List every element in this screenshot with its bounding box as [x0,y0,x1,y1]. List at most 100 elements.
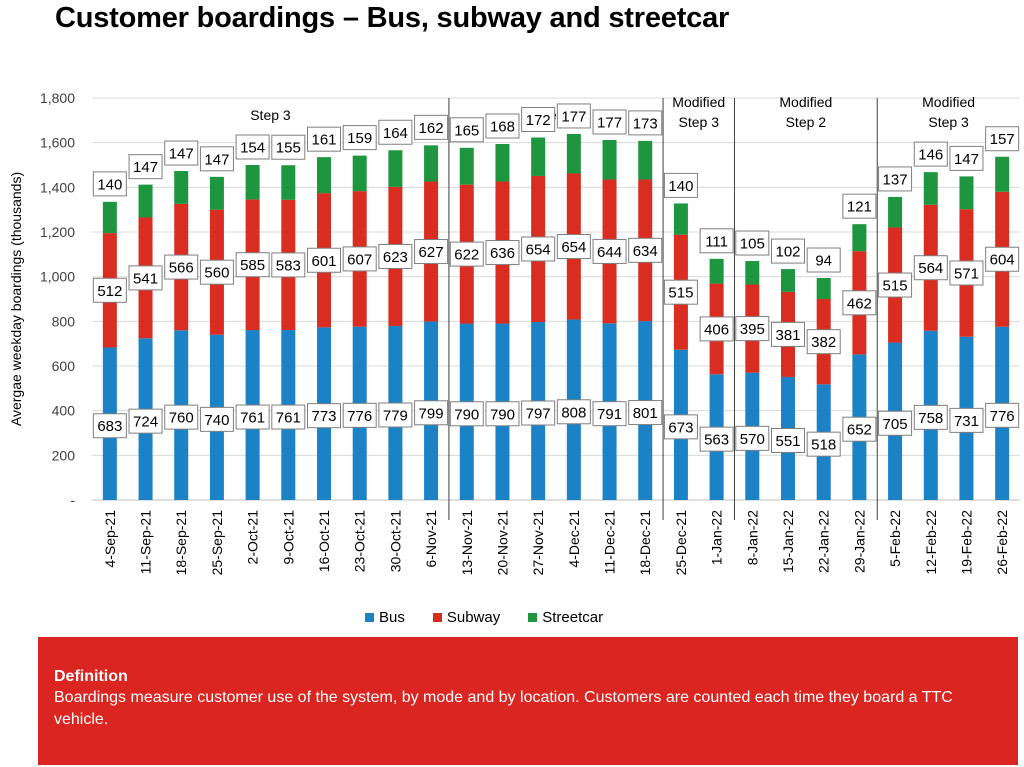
data-label-subway: 654 [526,241,551,258]
x-tick-label: 4-Sep-21 [102,510,118,568]
data-label-bus-box [378,402,413,428]
data-label-subway: 644 [597,244,622,261]
data-label-bus-box [485,401,520,427]
x-tick-label: 12-Feb-22 [923,510,939,575]
data-label-streetcar-box [842,193,877,219]
bar-streetcar [959,176,974,210]
bar-streetcar [245,165,260,200]
data-label-bus: 761 [240,410,265,427]
bar-streetcar [424,145,439,182]
data-label-subway: 585 [240,257,265,274]
data-label-bus: 683 [97,418,122,435]
x-tick-label: 4-Dec-21 [566,510,582,568]
x-tick-label: 18-Sep-21 [173,510,189,576]
data-label-streetcar-box [164,140,199,166]
data-label-bus: 790 [490,406,515,423]
x-tick-label: 26-Feb-22 [994,510,1010,575]
bar-streetcar [495,144,510,182]
data-label-streetcar-box [521,107,556,133]
phase-label: Step 3 [679,114,720,130]
y-tick-label: 1,400 [40,179,75,195]
data-label-subway-box [271,252,306,278]
boardings-chart: - 200 400 600 800 1,000 1,200 1,400 1,600 1,800 Av… [8,90,1020,576]
bar-streetcar [102,201,117,234]
data-label-bus: 808 [561,404,586,421]
bar-streetcar [638,140,653,180]
data-label-streetcar: 121 [847,199,872,216]
x-tick-label: 23-Oct-21 [352,510,368,572]
y-tick-label: 1,200 [40,224,75,240]
data-label-bus-box [592,401,627,427]
data-label-bus-box [771,427,805,453]
data-label-streetcar: 140 [668,178,693,195]
data-label-subway: 512 [97,283,122,300]
phase-label: Modified [672,94,725,110]
data-label-subway-box [307,247,341,273]
data-label-streetcar-box [235,134,270,160]
data-label-subway-box [449,241,484,267]
page-title: Customer boardings – Bus, subway and str… [55,2,730,34]
bar-streetcar [673,203,688,235]
data-label-streetcar: 137 [883,171,908,188]
bar-streetcar [781,269,795,292]
data-label-streetcar: 140 [97,176,122,193]
bar-streetcar [138,184,153,218]
data-label-streetcar-box [949,145,984,171]
legend-swatch-subway [432,613,442,622]
x-tick-label: 30-Oct-21 [387,510,403,572]
bar-streetcar [995,156,1010,192]
data-label-bus-box [128,408,163,434]
data-label-bus-box [806,431,841,457]
data-label-streetcar: 164 [383,125,408,142]
legend-swatch-bus [365,613,374,622]
data-label-subway: 627 [419,244,444,261]
data-label-bus-box [307,403,341,429]
data-label-streetcar-box [342,125,377,151]
bar-streetcar [745,261,760,285]
data-label-subway: 541 [133,270,158,287]
bar-streetcar [281,165,296,200]
data-label-streetcar-box [878,166,913,192]
x-tick-label: 27-Nov-21 [530,510,546,576]
data-label-subway-box [485,240,520,266]
x-tick-label: 13-Nov-21 [459,510,475,576]
data-label-subway-box [164,254,199,280]
data-label-subway: 636 [490,245,515,262]
data-label-bus: 673 [668,419,693,436]
data-label-subway-box [771,321,805,347]
data-label-bus: 731 [954,413,979,430]
data-label-streetcar-box [128,154,163,180]
data-label-subway-box [878,272,913,298]
data-label-bus-box [663,414,698,440]
data-label-subway: 566 [169,260,194,277]
y-tick-label: 400 [52,403,76,419]
data-label-bus-box [164,404,199,430]
x-tick-label: 20-Nov-21 [494,510,510,576]
data-label-subway: 515 [668,285,693,302]
data-label-bus: 570 [740,431,765,448]
data-label-subway-box [556,234,591,260]
legend-swatch-streetcar [528,613,538,622]
y-axis-label: Avergae weekday boardings (thousands) [8,172,24,426]
data-label-bus: 801 [633,405,658,422]
data-label-bus: 776 [990,408,1015,425]
bar-streetcar [709,258,724,284]
data-label-bus: 551 [775,433,800,450]
x-tick-label: 22-Jan-22 [816,510,832,573]
data-label-subway: 564 [918,260,943,277]
data-label-streetcar-box [449,117,484,143]
bar-streetcar [816,278,831,299]
data-label-streetcar-box [771,238,805,264]
data-label-subway-box [592,238,627,264]
data-label-bus-box [628,400,663,426]
data-label-streetcar-box [592,109,627,135]
y-tick-label: - [70,492,75,508]
data-label-streetcar: 177 [561,108,586,125]
data-label-bus: 563 [704,432,729,449]
data-label-streetcar-box [271,134,306,160]
data-label-subway-box [842,290,877,316]
data-label-bus: 724 [133,414,158,431]
data-label-subway-box [128,265,163,291]
x-tick-label: 6-Nov-21 [423,510,439,568]
bar-streetcar [388,150,403,187]
